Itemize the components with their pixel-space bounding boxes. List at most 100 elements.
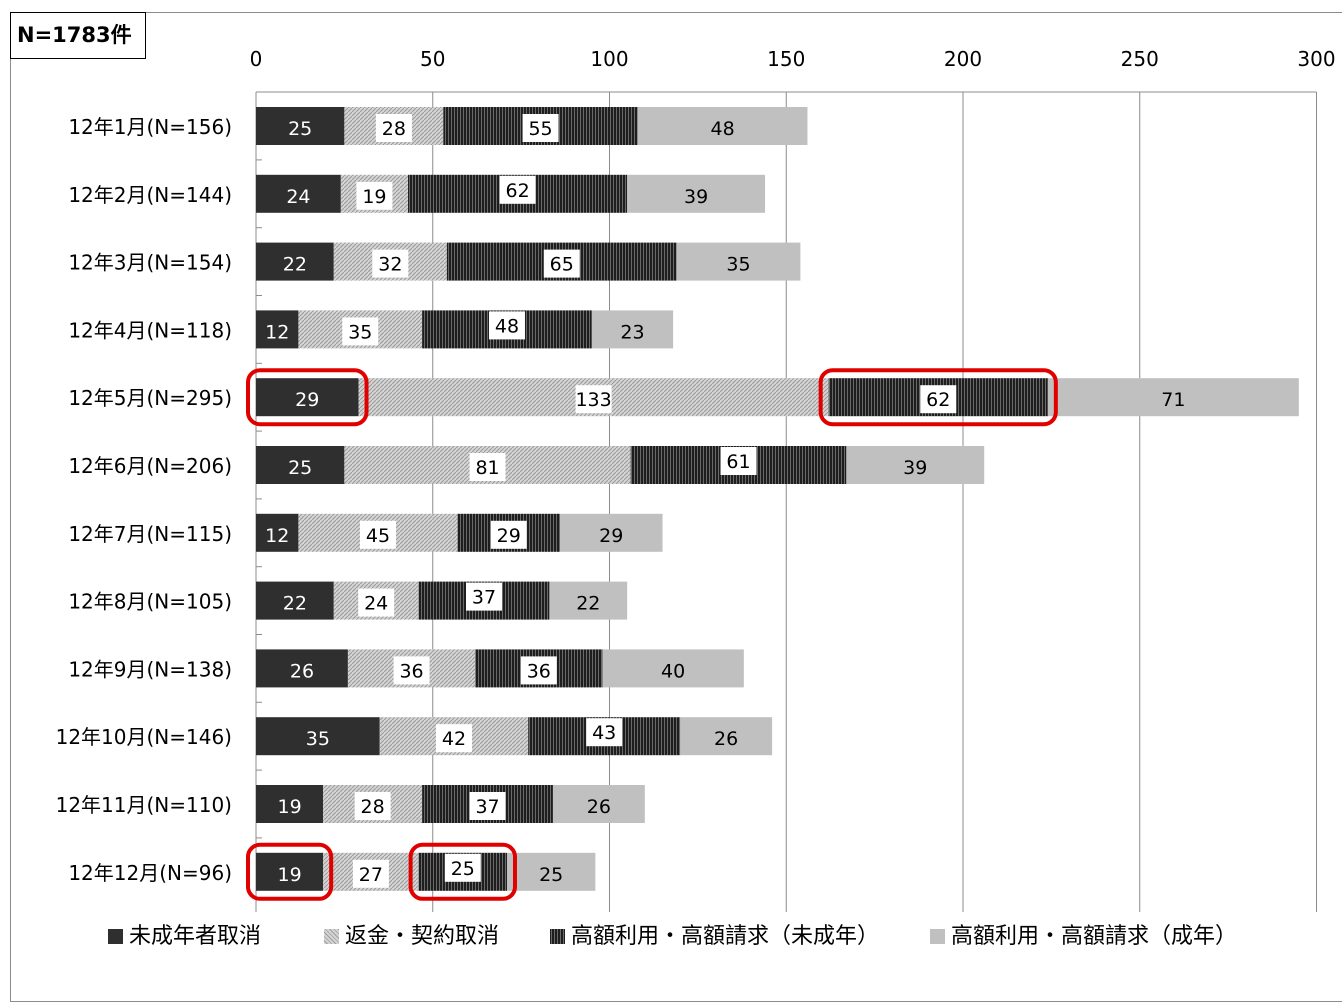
data-label: 37: [475, 796, 499, 818]
data-label-bg: [575, 385, 612, 414]
data-label: 28: [382, 118, 406, 140]
bar-segment: [506, 852, 596, 891]
category-label: 12年4月(N=118): [68, 318, 232, 342]
category-label: 12年11月(N=110): [56, 793, 232, 817]
x-tick-label: 150: [767, 47, 805, 71]
data-label-bg: [375, 114, 412, 142]
data-label: 42: [442, 728, 466, 750]
data-label: 25: [288, 457, 312, 479]
bar-segment: [256, 446, 345, 484]
data-label: 133: [575, 389, 611, 411]
data-label-bg: [352, 859, 389, 888]
x-tick-label: 200: [944, 47, 982, 71]
data-label: 22: [283, 593, 307, 615]
data-label: 29: [497, 525, 521, 547]
bar-segment: [256, 378, 359, 417]
category-label: 12年6月(N=206): [68, 454, 232, 478]
data-label: 61: [726, 451, 750, 473]
data-label-bg: [358, 588, 395, 617]
data-label: 24: [286, 186, 310, 208]
data-label: 22: [576, 593, 600, 615]
data-label-bg: [444, 853, 481, 882]
data-label: 48: [495, 315, 519, 337]
data-label-bg: [522, 114, 559, 142]
bar-segment: [560, 513, 663, 552]
bar-segment: [602, 649, 744, 688]
highlight-box: [818, 368, 1058, 427]
category-label: 12年10月(N=146): [56, 725, 232, 749]
data-label-bg: [466, 582, 503, 611]
data-label: 26: [587, 796, 611, 818]
data-label: 36: [399, 660, 423, 682]
data-label: 23: [620, 321, 644, 343]
bar-segment: [552, 785, 645, 823]
data-label: 19: [362, 186, 386, 208]
data-label-bg: [469, 453, 506, 481]
category-label: 12年3月(N=154): [68, 251, 232, 275]
bar-segment: [591, 310, 674, 349]
data-label: 24: [364, 593, 388, 615]
bar-segment: [549, 581, 628, 620]
data-label: 71: [1161, 389, 1185, 411]
data-label: 22: [283, 254, 307, 276]
bar-segment: [846, 446, 985, 484]
data-label: 43: [592, 722, 616, 744]
data-label: 26: [714, 728, 738, 750]
data-label-bg: [469, 792, 506, 820]
category-label: 12年8月(N=105): [68, 590, 232, 614]
data-label: 35: [306, 728, 330, 750]
data-label: 39: [903, 457, 927, 479]
data-label: 81: [475, 457, 499, 479]
data-label: 19: [277, 796, 301, 818]
data-label: 37: [472, 587, 496, 609]
x-tick-label: 50: [420, 47, 445, 71]
data-label: 25: [539, 864, 563, 886]
bar-segment: [256, 785, 324, 823]
legend: 未成年者取消 返金・契約取消 高額利用・高額請求（未成年） 高額利用・高額請求（…: [0, 918, 1342, 958]
data-label-bg: [499, 175, 536, 204]
bar-segment: [256, 852, 324, 891]
x-tick-label: 100: [590, 47, 628, 71]
bar-segment: [680, 717, 773, 756]
data-label: 55: [528, 118, 552, 140]
bar-segment: [256, 107, 345, 145]
data-label-bg: [520, 656, 557, 685]
bar-segment: [627, 174, 766, 213]
data-label: 28: [361, 796, 385, 818]
legend-swatch-refund: [324, 929, 339, 944]
bar-segment: [256, 242, 334, 281]
category-label: 12年2月(N=144): [68, 183, 232, 207]
data-label: 48: [711, 118, 735, 140]
legend-swatch-high-adult: [930, 929, 945, 944]
data-label: 25: [288, 118, 312, 140]
data-label: 35: [726, 254, 750, 276]
bar-segment: [256, 513, 299, 552]
data-label-bg: [490, 520, 527, 549]
data-label: 29: [599, 525, 623, 547]
total-count-label: N=1783件: [10, 12, 146, 59]
data-label: 36: [527, 660, 551, 682]
data-label-bg: [586, 718, 623, 747]
data-label: 40: [661, 660, 685, 682]
category-label: 12年5月(N=295): [68, 386, 232, 410]
data-label: 25: [451, 858, 475, 880]
data-label-bg: [435, 724, 472, 753]
data-label-bg: [920, 385, 957, 414]
data-label-bg: [342, 317, 379, 346]
bar-segment: [676, 242, 801, 281]
data-label: 29: [295, 389, 319, 411]
category-label: 12年12月(N=96): [68, 861, 232, 885]
x-tick-label: 250: [1121, 47, 1159, 71]
data-label: 45: [366, 525, 390, 547]
legend-item-minor-cancel: 未成年者取消: [108, 918, 261, 950]
data-label-bg: [393, 656, 430, 685]
category-label: 12年9月(N=138): [68, 657, 232, 681]
data-label: 12: [265, 525, 289, 547]
data-label: 65: [550, 254, 574, 276]
data-label-bg: [720, 447, 757, 475]
data-label-bg: [543, 249, 580, 278]
data-label: 19: [277, 864, 301, 886]
data-label-bg: [354, 792, 391, 820]
data-label-bg: [359, 520, 396, 549]
